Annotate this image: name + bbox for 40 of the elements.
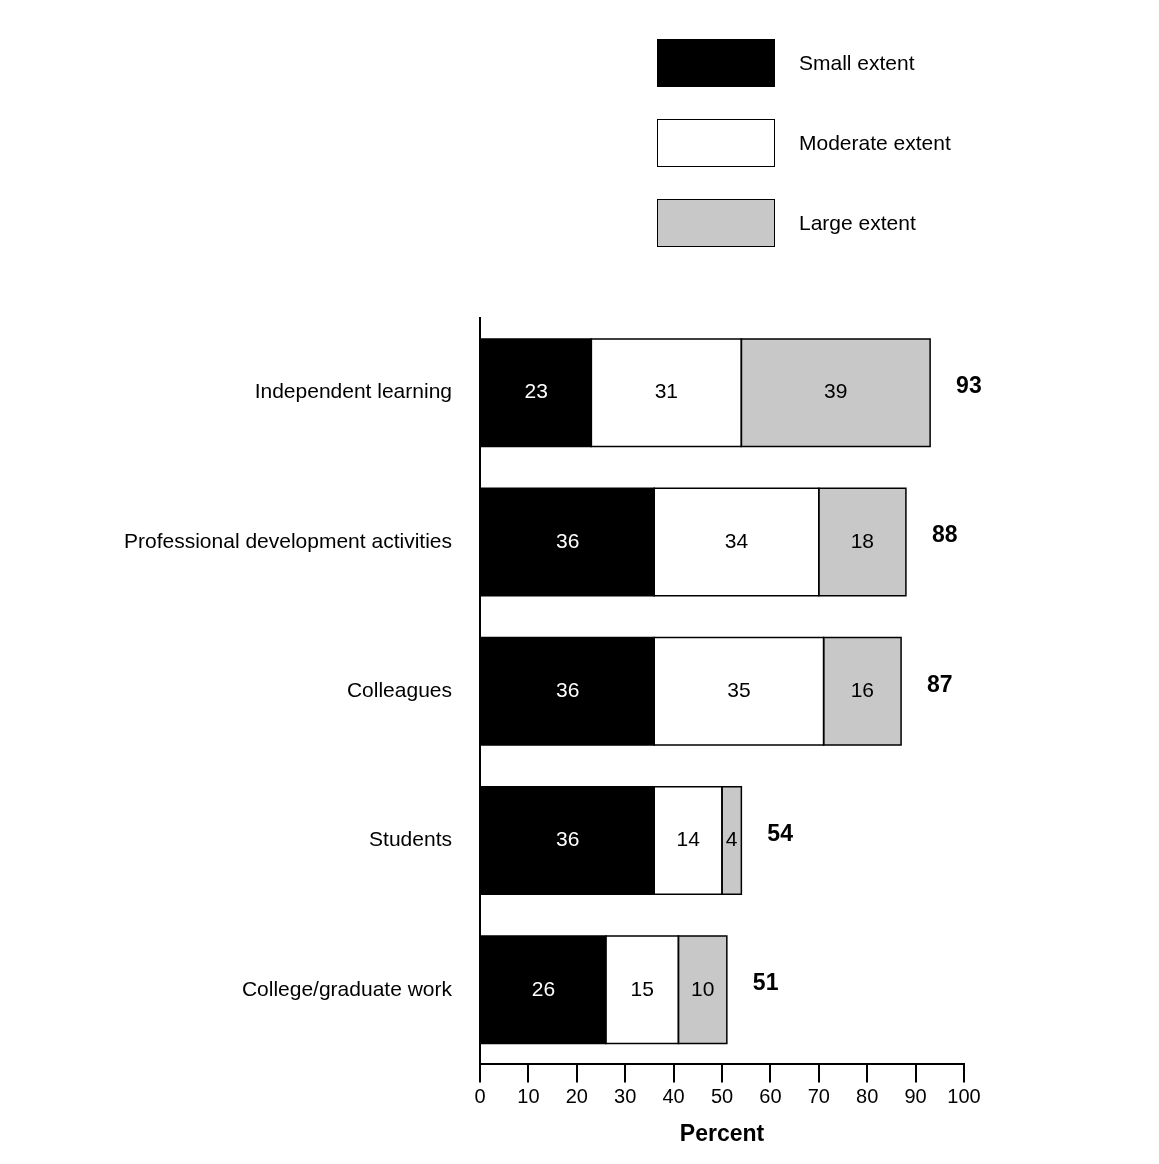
text: Large extent (799, 211, 916, 235)
x-tick-label: 30 (614, 1084, 637, 1107)
text: Small extent (799, 51, 915, 75)
data-label: 39 (824, 379, 848, 403)
x-tick-label: 10 (517, 1084, 540, 1107)
x-tick-label: 20 (565, 1084, 588, 1107)
total-label: 87 (927, 670, 953, 697)
x-tick-label: 90 (904, 1084, 927, 1107)
text: Moderate extent (799, 131, 951, 155)
data-label: 16 (850, 678, 875, 701)
y-tick-label: Professional development activities (123, 528, 452, 552)
x-axis-title: Percent (679, 1119, 765, 1146)
data-label: 35 (727, 678, 751, 701)
data-label: 4 (725, 827, 738, 851)
data-label: 36 (555, 528, 580, 552)
x-tick-label: 60 (759, 1084, 782, 1107)
data-label: 36 (555, 678, 580, 701)
data-label: 31 (654, 379, 679, 403)
data-label: 18 (850, 528, 875, 552)
total-label: 93 (956, 371, 982, 398)
data-label: 36 (555, 827, 580, 851)
x-tick-label: 80 (856, 1084, 879, 1107)
x-tick-label: 50 (710, 1084, 734, 1107)
data-label: 15 (630, 976, 654, 1000)
y-tick-label: Students (369, 827, 452, 851)
y-tick-label: Colleagues (346, 678, 452, 701)
y-tick-label: College/graduate work (241, 976, 453, 1000)
x-tick-label: 0 (474, 1084, 486, 1107)
x-tick-label: 100 (947, 1084, 981, 1107)
total-label: 88 (931, 521, 958, 548)
x-tick-label: 40 (662, 1084, 685, 1107)
data-label: 34 (724, 528, 749, 552)
data-label: 14 (676, 827, 701, 851)
total-label: 51 (752, 969, 779, 996)
data-label: 23 (524, 379, 548, 403)
total-label: 54 (767, 819, 794, 846)
x-tick-label: 70 (807, 1084, 830, 1107)
y-tick-label: Independent learning (254, 379, 452, 403)
data-label: 26 (531, 976, 556, 1000)
data-label: 10 (690, 976, 715, 1000)
